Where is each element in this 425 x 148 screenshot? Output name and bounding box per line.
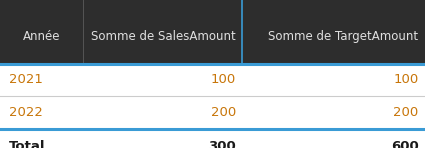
Text: 2021: 2021 [8,73,42,86]
Text: Somme de SalesAmount: Somme de SalesAmount [91,30,236,43]
Text: 200: 200 [211,106,236,119]
Bar [0,9,425,64]
Text: 300: 300 [208,140,236,148]
Text: 200: 200 [394,106,419,119]
Text: Année: Année [23,30,60,43]
Text: Total: Total [8,140,45,148]
Bar [0,0,425,9]
Text: 600: 600 [391,140,419,148]
Text: Somme de TargetAmount: Somme de TargetAmount [269,30,419,43]
Text: 2022: 2022 [8,106,42,119]
Text: 100: 100 [211,73,236,86]
Text: 100: 100 [394,73,419,86]
